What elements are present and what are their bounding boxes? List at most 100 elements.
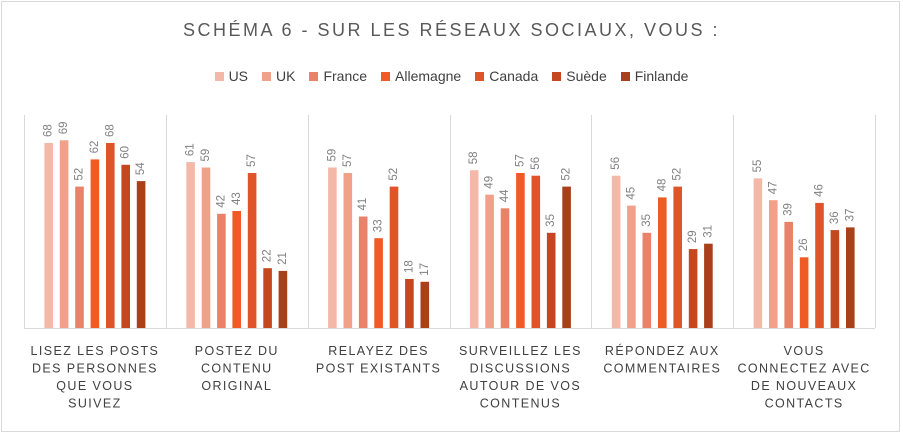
data-label: 37 <box>844 209 856 222</box>
data-label: 57 <box>246 154 258 167</box>
bar <box>469 170 479 328</box>
legend-item-1: UK <box>262 68 295 84</box>
bar <box>217 213 226 328</box>
data-label: 46 <box>814 184 826 197</box>
bar <box>343 173 353 328</box>
data-label: 68 <box>43 124 55 137</box>
chart-title: SCHÉMA 6 - SUR LES RÉSEAUX SOCIAUX, VOUS… <box>182 20 721 40</box>
data-label: 44 <box>499 189 511 202</box>
data-label: 60 <box>120 146 132 159</box>
bar <box>90 159 100 328</box>
bar <box>815 202 824 328</box>
bar <box>232 211 241 328</box>
bar <box>769 200 778 328</box>
legend-item-2: France <box>309 68 367 84</box>
data-label: 31 <box>702 225 714 238</box>
category-label: SURVEILLEZ LES <box>459 344 582 358</box>
data-label: 57 <box>514 154 526 167</box>
category-label: QUE VOUS <box>56 379 133 393</box>
bar <box>546 232 556 328</box>
bar <box>673 186 682 328</box>
category-label: DES PERSONNES <box>32 362 158 376</box>
category-label: DE NOUVEAUX <box>751 379 857 393</box>
data-label: 52 <box>561 168 573 181</box>
data-label: 52 <box>672 168 684 181</box>
category-label: SUIVEZ <box>68 397 122 411</box>
category-label: LISEZ LES POSTS <box>31 344 160 358</box>
category-label: RÉPONDEZ AUX <box>605 343 720 358</box>
category-label: CONNECTEZ AVEC <box>737 362 870 376</box>
legend-label: Canada <box>489 68 539 84</box>
data-label: 54 <box>135 162 147 175</box>
data-label: 35 <box>545 214 557 227</box>
bar <box>627 205 636 328</box>
data-label: 29 <box>687 230 699 243</box>
data-label: 36 <box>829 211 841 224</box>
legend-swatch <box>620 71 630 81</box>
bar <box>278 270 288 328</box>
bar <box>562 186 571 328</box>
legend-swatch <box>475 71 485 81</box>
category-label: CONTENU <box>201 362 273 376</box>
category-label: POSTEZ DU <box>195 344 279 358</box>
category-label: DISCUSSIONS <box>470 362 572 376</box>
bar <box>389 186 399 328</box>
bar <box>247 173 257 328</box>
bar <box>784 221 793 328</box>
legend-label: US <box>228 68 249 84</box>
category-label: AUTOUR DE VOS <box>460 379 581 393</box>
data-label: 18 <box>403 260 415 273</box>
data-label: 41 <box>357 198 369 211</box>
category-label: POST EXISTANTS <box>316 362 441 376</box>
bar <box>516 173 525 328</box>
bar <box>263 268 272 328</box>
bar <box>420 281 430 328</box>
bar <box>500 208 510 328</box>
legend-label: Suède <box>566 68 607 84</box>
legend-item-0: US <box>214 68 249 84</box>
data-label: 45 <box>625 187 637 200</box>
bar <box>328 167 337 328</box>
bar <box>642 232 652 328</box>
bar <box>121 164 130 328</box>
category-label: CONTACTS <box>765 397 844 411</box>
bar <box>136 181 146 328</box>
bar <box>658 197 667 328</box>
bar <box>611 175 621 328</box>
data-label: 48 <box>656 179 668 192</box>
legend-label: Allemagne <box>395 68 462 84</box>
bar <box>374 238 383 328</box>
data-label: 52 <box>74 168 86 181</box>
legend-swatch <box>309 71 319 81</box>
data-label: 33 <box>373 219 385 232</box>
bar <box>799 257 809 328</box>
data-label: 17 <box>419 263 431 276</box>
bar <box>358 216 368 328</box>
data-label: 56 <box>610 157 622 170</box>
legend-item-3: Allemagne <box>381 68 461 84</box>
category-label: COMMENTAIRES <box>603 362 721 376</box>
bar <box>201 167 211 328</box>
legend-swatch <box>262 71 272 81</box>
category-label: CONTENUS <box>480 397 561 411</box>
legend-item-6: Finlande <box>620 68 688 84</box>
data-label: 58 <box>468 151 480 164</box>
legend-swatch <box>381 71 391 81</box>
category-label: VOUS <box>784 344 825 358</box>
data-label: 42 <box>215 195 227 208</box>
legend-swatch <box>214 71 224 81</box>
data-label: 26 <box>798 239 810 252</box>
data-label: 43 <box>231 192 243 205</box>
legend-label: UK <box>276 68 296 84</box>
bar <box>704 243 713 328</box>
bar <box>405 279 414 328</box>
data-label: 62 <box>89 141 101 154</box>
category-label: ORIGINAL <box>201 379 272 393</box>
data-label: 52 <box>388 168 400 181</box>
data-label: 68 <box>104 124 116 137</box>
legend-item-4: Canada <box>475 68 538 84</box>
data-label: 56 <box>530 157 542 170</box>
bar <box>75 186 84 328</box>
bar <box>846 227 855 328</box>
